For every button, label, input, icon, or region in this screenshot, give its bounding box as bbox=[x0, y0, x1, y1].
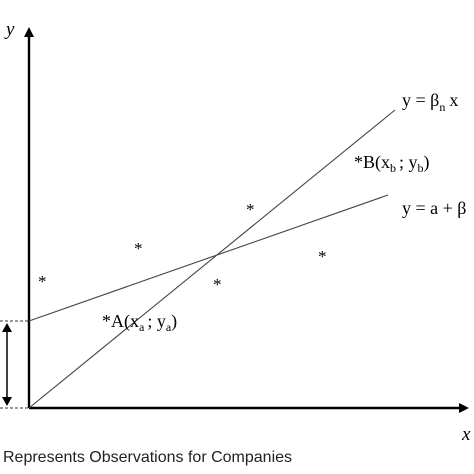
intercept-arrow-bottom bbox=[2, 397, 12, 406]
line-through-origin-label-subscript: n bbox=[439, 100, 445, 114]
point-b-sub1: b bbox=[390, 161, 396, 175]
point-b-close: ) bbox=[424, 152, 430, 173]
intercept-arrow-top bbox=[2, 323, 12, 332]
observation-marker: * bbox=[318, 247, 327, 266]
caption: Represents Observations for Companies bbox=[3, 449, 293, 466]
observation-marker: * bbox=[38, 272, 47, 291]
line-with-intercept-label: y = a + β bbox=[402, 198, 466, 218]
point-b-label: *B(xb; yb) bbox=[354, 152, 430, 175]
point-a-sep: ; y bbox=[147, 311, 166, 331]
point-a-sub1: a bbox=[139, 320, 145, 334]
point-b-marker: * bbox=[354, 152, 363, 172]
observation-marker: * bbox=[213, 275, 222, 294]
point-b-sub2: b bbox=[418, 161, 424, 175]
point-a-close: ) bbox=[171, 311, 177, 332]
line-through-origin bbox=[28, 109, 396, 409]
point-a-label: *A(xa; ya) bbox=[102, 311, 177, 334]
line-through-origin-label: y = βn x bbox=[402, 90, 458, 114]
x-axis-label: x bbox=[461, 424, 471, 445]
point-b-open: B(x bbox=[363, 152, 390, 173]
point-a-sub2: a bbox=[166, 320, 172, 334]
observation-marker: * bbox=[246, 200, 255, 219]
line-through-origin-label-suffix: x bbox=[449, 90, 458, 110]
point-a-open: A(x bbox=[111, 311, 139, 332]
point-a-marker: * bbox=[102, 311, 111, 331]
observation-marker: * bbox=[134, 239, 143, 258]
line-through-origin-label-prefix: y = β bbox=[402, 90, 439, 110]
point-b-sep: ; y bbox=[399, 152, 418, 172]
y-axis-label: y bbox=[4, 19, 15, 40]
line-with-intercept bbox=[28, 194, 389, 322]
